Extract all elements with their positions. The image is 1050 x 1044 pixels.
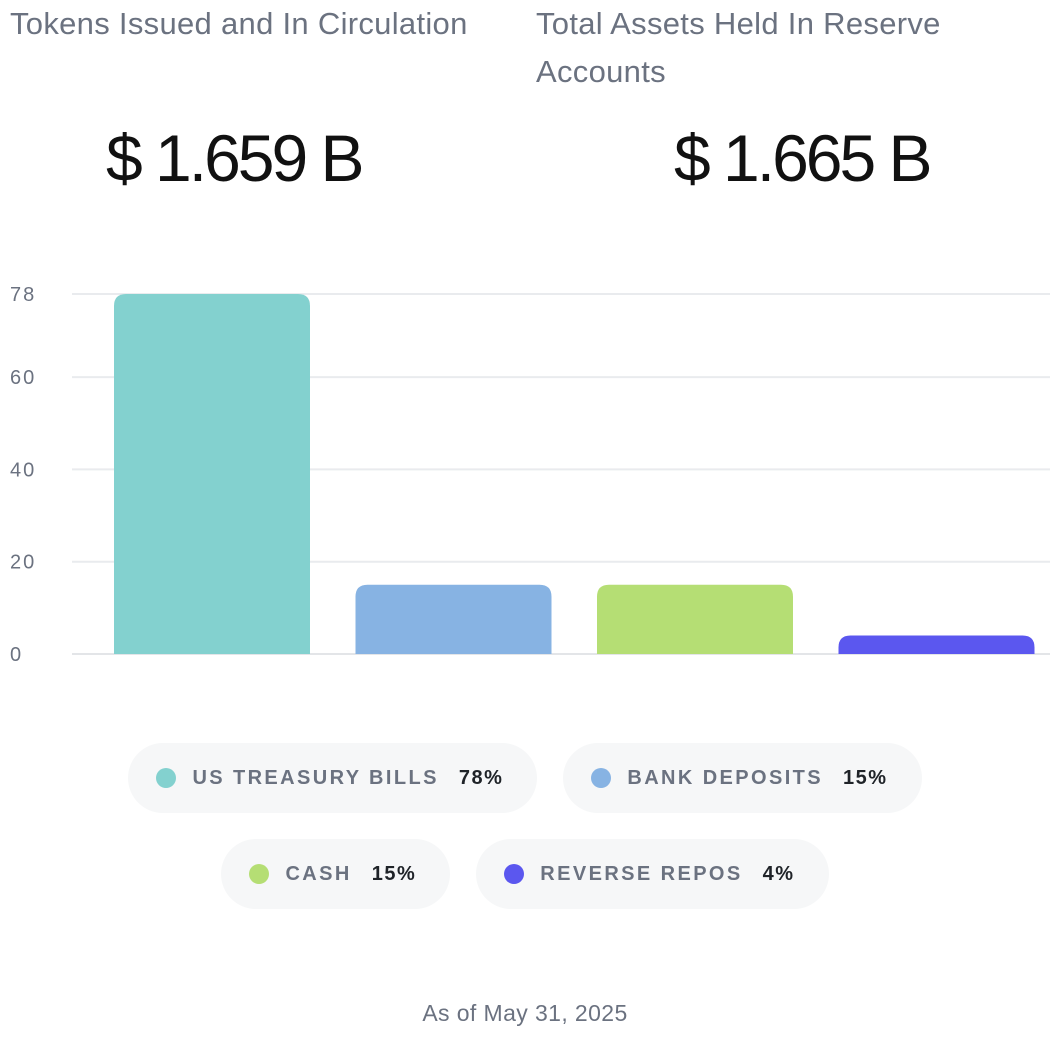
legend-row-2: CASH 15% REVERSE REPOS 4% — [0, 839, 1050, 909]
legend-dot-icon — [591, 768, 612, 788]
tokens-stat: Tokens Issued and In Circulation $ 1.659… — [10, 0, 510, 195]
legend-value: 15% — [371, 862, 417, 885]
reserve-bar-chart: 0 20 40 60 78 — [0, 270, 1050, 690]
legend-item-bank-deposits[interactable]: BANK DEPOSITS 15% — [563, 743, 922, 813]
legend-value: 4% — [762, 862, 795, 885]
legend-item-us-treasury-bills[interactable]: US TREASURY BILLS 78% — [128, 743, 538, 813]
tokens-label: Tokens Issued and In Circulation — [10, 6, 468, 41]
legend-name: REVERSE REPOS — [540, 862, 743, 885]
y-tick-label: 0 — [10, 644, 23, 666]
chart-legend: US TREASURY BILLS 78% BANK DEPOSITS 15% … — [0, 743, 1050, 935]
bar-us-treasury-bills[interactable] — [114, 294, 310, 654]
chart-svg: 0 20 40 60 78 — [10, 284, 1050, 666]
bar-cash[interactable] — [597, 584, 793, 654]
legend-name: CASH — [285, 862, 352, 885]
legend-dot-icon — [504, 864, 525, 884]
legend-dot-icon — [249, 864, 270, 884]
bar-bank-deposits[interactable] — [355, 584, 552, 654]
as-of-date: As of May 31, 2025 — [422, 1000, 628, 1026]
y-tick-label: 40 — [10, 459, 36, 481]
legend-row-1: US TREASURY BILLS 78% BANK DEPOSITS 15% — [0, 743, 1050, 813]
y-tick-label: 20 — [10, 552, 36, 574]
assets-value: $ 1.665 B — [674, 121, 933, 195]
legend-name: BANK DEPOSITS — [627, 766, 824, 789]
legend-item-cash[interactable]: CASH 15% — [221, 839, 451, 909]
y-tick-label: 78 — [10, 284, 36, 306]
legend-item-reverse-repos[interactable]: REVERSE REPOS 4% — [476, 839, 829, 909]
assets-stat: Total Assets Held In Reserve Accounts $ … — [536, 0, 1036, 195]
legend-value: 15% — [843, 766, 888, 789]
legend-value: 78% — [458, 766, 504, 789]
y-tick-label: 60 — [10, 367, 36, 389]
assets-label: Total Assets Held In Reserve Accounts — [536, 6, 941, 89]
legend-name: US TREASURY BILLS — [192, 766, 439, 789]
bar-reverse-repos[interactable] — [838, 635, 1035, 654]
tokens-value: $ 1.659 B — [106, 121, 365, 195]
legend-dot-icon — [156, 768, 177, 788]
